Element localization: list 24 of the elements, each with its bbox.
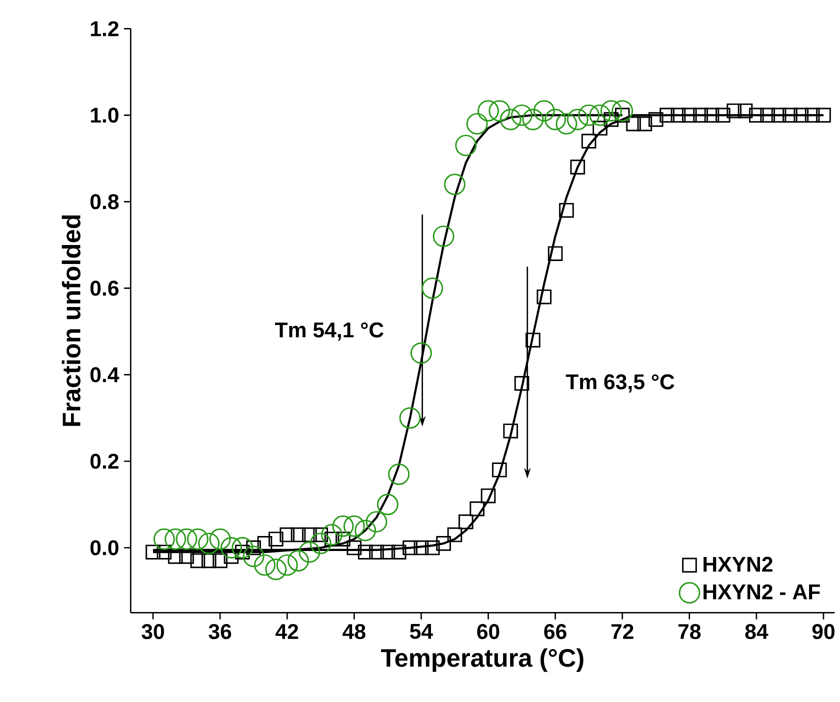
x-tick-label: 84 (745, 624, 768, 640)
annotation: Tm 63,5 °C (566, 374, 674, 392)
y-tick-label: 0.6 (90, 280, 119, 296)
x-tick-label: 78 (678, 624, 701, 640)
x-tick-label: 48 (342, 624, 366, 640)
x-tick-label: 90 (812, 624, 834, 640)
y-tick-label: 0.8 (90, 194, 119, 210)
legend-label: HXYN2 (704, 556, 772, 572)
legend-label: HXYN2 - AF (704, 584, 820, 600)
x-tick-label: 54 (410, 624, 433, 639)
x-tick-label: 36 (208, 624, 232, 640)
y-tick-label: 0.2 (90, 454, 118, 469)
y-axis-title: Fraction unfolded (62, 215, 80, 426)
y-tick-label: 0.4 (90, 367, 120, 382)
x-tick-label: 66 (544, 624, 566, 640)
x-tick-label: 60 (477, 624, 500, 640)
y-tick-label: 1.0 (90, 108, 118, 123)
annotation: Tm 54,1 °C (275, 322, 384, 341)
x-tick-label: 72 (611, 624, 634, 639)
x-tick-label: 30 (142, 624, 164, 640)
x-tick-label: 42 (276, 624, 298, 639)
y-tick-label: 0.0 (90, 540, 118, 556)
x-axis-title: Temperatura (°C) (381, 648, 584, 672)
y-tick-label: 1.2 (90, 21, 118, 36)
